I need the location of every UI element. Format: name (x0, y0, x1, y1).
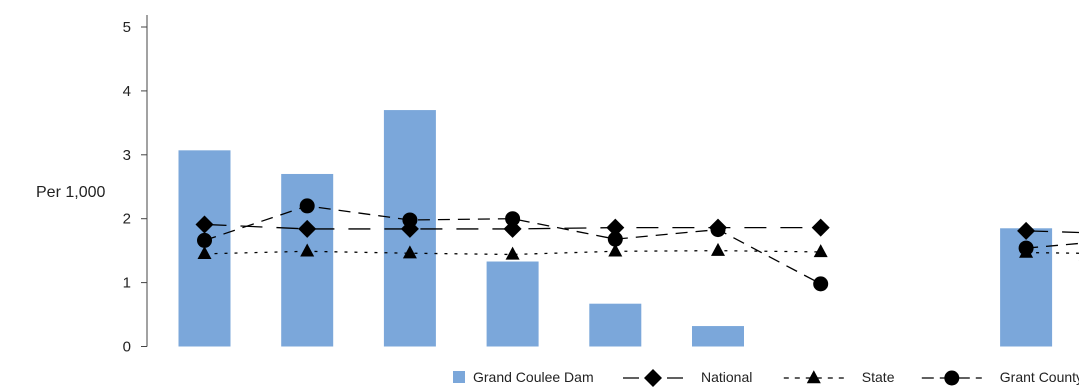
y-tick-label: 0 (123, 339, 131, 356)
circle-marker (197, 232, 212, 248)
diamond-marker (298, 219, 317, 238)
y-tick-label: 5 (123, 19, 131, 36)
triangle-marker (711, 242, 725, 256)
triangle-marker (813, 244, 828, 258)
legend-swatch (453, 371, 465, 383)
circle-marker (710, 222, 726, 238)
lines-layer (204, 205, 1079, 285)
triangle-marker (505, 246, 520, 260)
legend-label: State (862, 369, 895, 385)
circle-marker (505, 211, 521, 227)
y-axis-label: Per 1,000 (36, 184, 105, 201)
y-tick-label: 3 (123, 147, 131, 164)
diamond-marker (195, 215, 214, 234)
triangle-marker (806, 370, 821, 384)
y-tick-label: 4 (123, 83, 131, 100)
bars-layer (178, 110, 1053, 347)
circle-marker (1018, 240, 1034, 256)
bar (589, 303, 642, 347)
diamond-marker (1017, 221, 1036, 240)
circle-marker (607, 231, 623, 247)
triangle-marker (402, 245, 417, 259)
markers-layer (195, 198, 1036, 292)
legend-label: Grant County (1000, 369, 1079, 385)
circle-marker (813, 276, 829, 292)
diamond-marker (644, 369, 662, 387)
triangle-marker (608, 243, 623, 257)
diamond-marker (606, 218, 625, 237)
legend-label: National (701, 369, 752, 385)
circle-marker (299, 198, 315, 214)
legend: Grand Coulee Dam National State Grant Count… (453, 369, 1079, 387)
y-tick-label: 2 (123, 211, 131, 228)
circle-marker (944, 370, 960, 386)
bar (692, 326, 744, 347)
y-tick-label: 1 (123, 275, 131, 292)
circle-marker (402, 212, 418, 228)
bar (486, 261, 539, 347)
y-axis: 0 1 2 3 4 5 (123, 15, 148, 356)
legend-label: Grand Coulee Dam (473, 369, 594, 385)
triangle-marker (197, 246, 212, 260)
diamond-marker (811, 218, 830, 237)
triangle-marker (300, 243, 315, 257)
